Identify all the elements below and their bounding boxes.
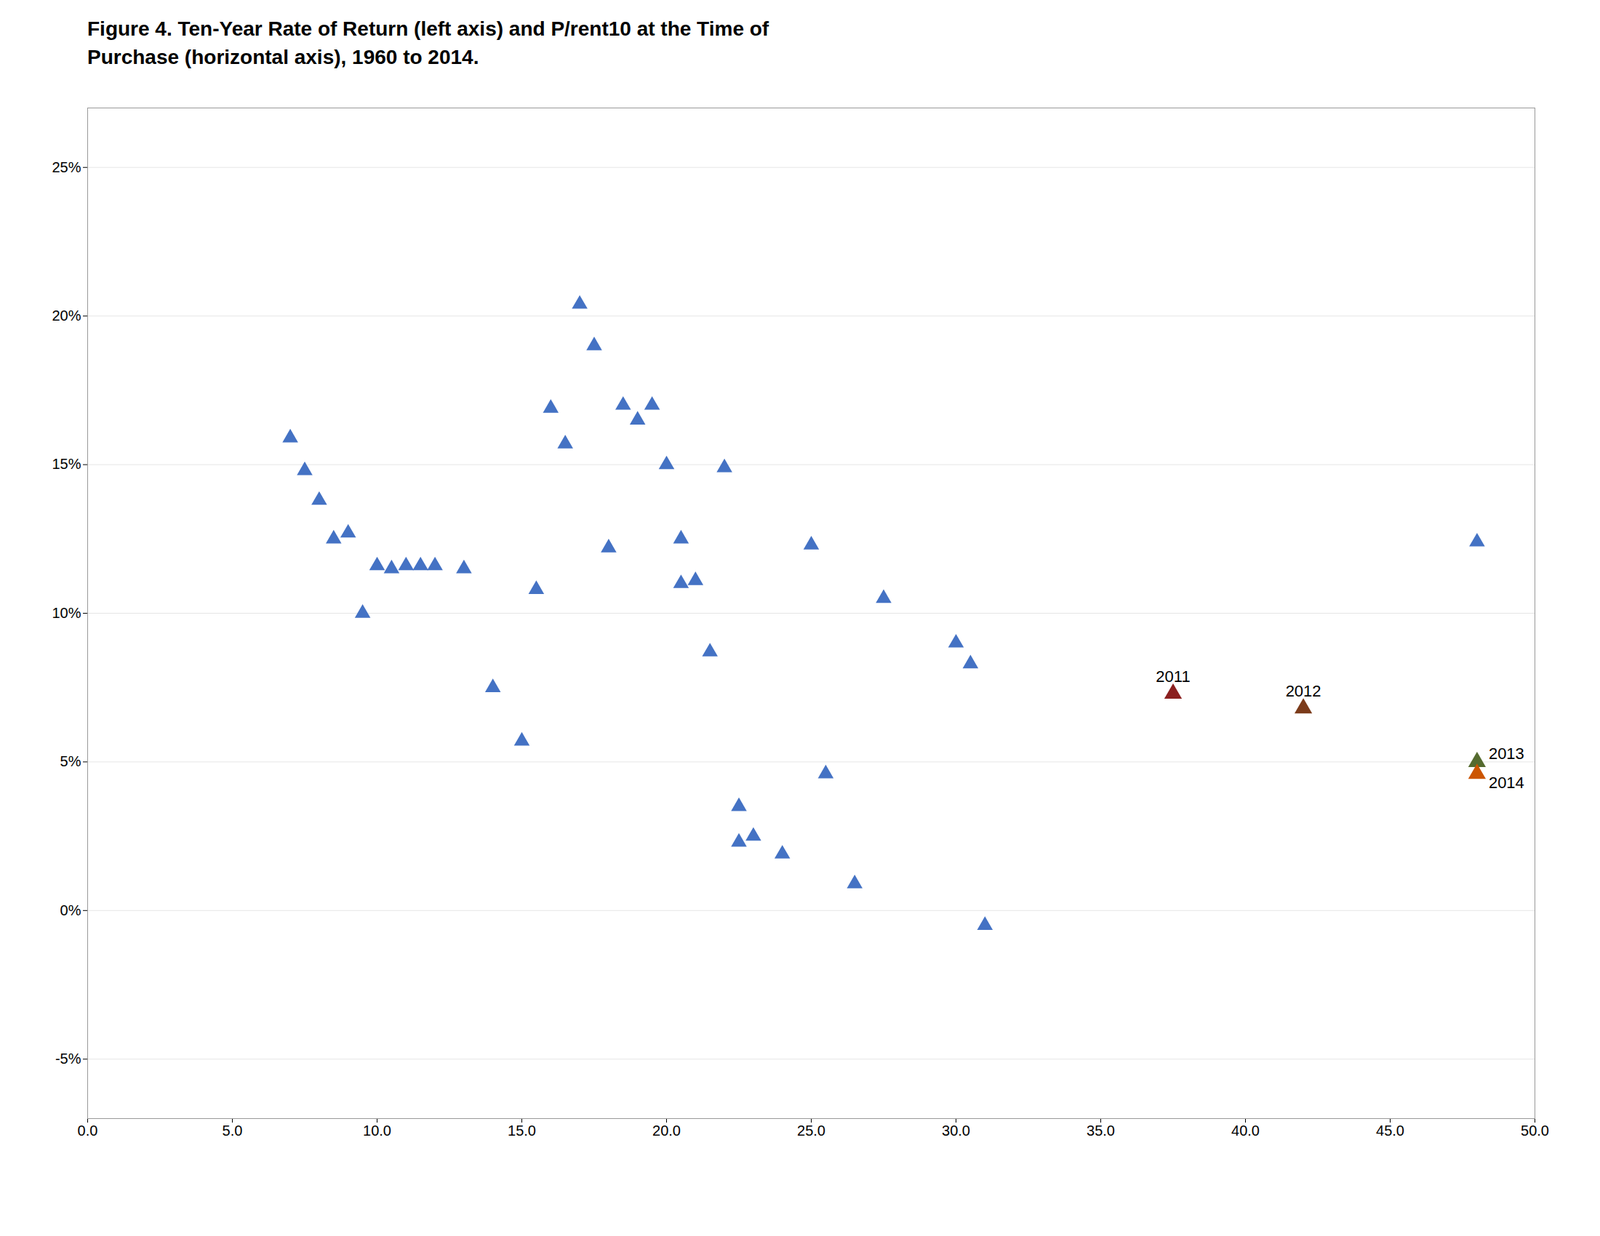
svg-text:2014: 2014 — [1488, 773, 1525, 792]
svg-text:25.0: 25.0 — [797, 1122, 826, 1139]
svg-text:10%: 10% — [51, 605, 81, 622]
svg-text:15.0: 15.0 — [507, 1122, 536, 1139]
svg-text:0.0: 0.0 — [77, 1122, 99, 1139]
svg-text:5.0: 5.0 — [222, 1122, 243, 1139]
svg-text:40.0: 40.0 — [1231, 1122, 1260, 1139]
svg-text:0%: 0% — [60, 902, 82, 919]
svg-text:45.0: 45.0 — [1376, 1122, 1405, 1139]
svg-text:5%: 5% — [60, 754, 82, 771]
svg-text:25%: 25% — [51, 159, 81, 176]
svg-text:30.0: 30.0 — [941, 1122, 971, 1139]
svg-text:50.0: 50.0 — [1520, 1122, 1550, 1139]
svg-text:10.0: 10.0 — [362, 1122, 392, 1139]
svg-text:20.0: 20.0 — [652, 1122, 681, 1139]
html-text:Figure 4. Ten-Year Rate of Ret: Figure 4. Ten-Year Rate of Return (left … — [87, 17, 769, 69]
svg-text:20%: 20% — [51, 307, 81, 324]
svg-text:2012: 2012 — [1285, 682, 1322, 702]
svg-text:-5%: -5% — [55, 1051, 82, 1068]
svg-text:2013: 2013 — [1488, 744, 1525, 763]
svg-text:35.0: 35.0 — [1086, 1122, 1115, 1139]
svg-text:15%: 15% — [51, 456, 81, 473]
svg-text:2011: 2011 — [1155, 667, 1190, 686]
